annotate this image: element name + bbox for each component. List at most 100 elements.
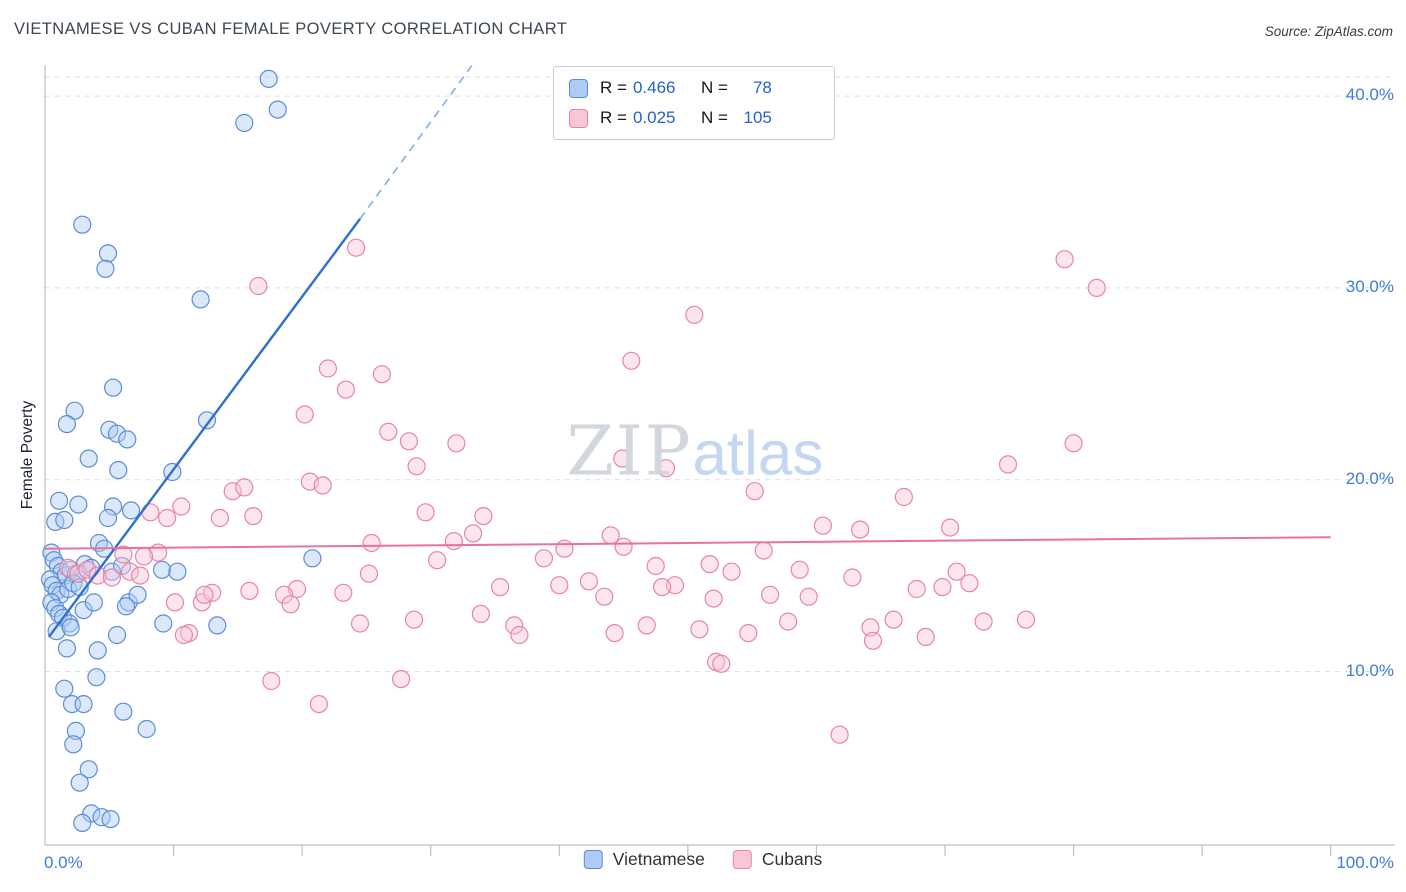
- data-point-vietnamese: [152, 560, 172, 579]
- data-point-cubans: [244, 506, 263, 526]
- data-point-cubans: [916, 627, 935, 647]
- data-point-cubans: [174, 625, 193, 645]
- data-point-vietnamese: [73, 215, 92, 234]
- data-point-cubans: [760, 585, 780, 604]
- data-point-cubans: [379, 422, 398, 441]
- data-point-vietnamese: [107, 625, 127, 645]
- data-point-cubans: [863, 631, 883, 650]
- data-point-cubans: [799, 587, 818, 606]
- data-point-vietnamese: [98, 244, 118, 263]
- data-point-vietnamese: [92, 808, 111, 827]
- x-axis-label-min: 0.0%: [44, 853, 83, 872]
- legend-item-cubans[interactable]: Cubans: [732, 849, 822, 870]
- legend-item-label: Vietnamese: [612, 849, 705, 869]
- data-point-cubans: [933, 577, 952, 597]
- data-point-cubans: [165, 593, 184, 612]
- cubans-swatch-icon: [569, 108, 588, 128]
- n-value: 105: [743, 108, 772, 127]
- data-point-vietnamese: [208, 616, 227, 635]
- data-point-cubans: [240, 581, 259, 601]
- data-point-vietnamese: [47, 622, 66, 641]
- data-point-vietnamese: [98, 508, 118, 528]
- data-point-cubans: [690, 620, 709, 639]
- data-point-cubans: [347, 238, 366, 257]
- data-point-cubans: [131, 566, 150, 585]
- data-point-vietnamese: [114, 702, 133, 721]
- correlation-legend-box: R = 0.466 N = 78 R = 0.025 N = 105: [553, 66, 835, 140]
- data-point-vietnamese: [268, 100, 287, 119]
- data-point-vietnamese: [69, 495, 88, 514]
- data-point-cubans: [120, 562, 139, 581]
- data-point-cubans: [907, 579, 926, 599]
- y-tick-label-10: 10.0%: [1345, 661, 1394, 680]
- data-point-cubans: [404, 610, 424, 629]
- data-point-cubans: [407, 457, 426, 476]
- data-point-cubans: [1016, 610, 1036, 629]
- data-point-vietnamese: [65, 401, 84, 420]
- data-point-vietnamese: [103, 497, 123, 516]
- data-point-cubans: [685, 305, 704, 324]
- data-point-cubans: [745, 482, 764, 501]
- data-point-vietnamese: [116, 597, 136, 616]
- trend-line-vietnamese: [47, 218, 361, 638]
- data-point-vietnamese: [154, 614, 173, 633]
- data-point-cubans: [813, 516, 833, 535]
- data-point-cubans: [416, 503, 435, 522]
- data-point-cubans: [399, 432, 418, 451]
- data-point-cubans: [69, 564, 88, 583]
- y-tick-label-30: 30.0%: [1345, 277, 1394, 296]
- data-point-vietnamese: [84, 593, 104, 612]
- source-link[interactable]: Source: ZipAtlas.com: [1264, 24, 1393, 39]
- data-point-cubans: [362, 533, 381, 553]
- y-tick-label-40: 40.0%: [1345, 85, 1394, 104]
- data-point-vietnamese: [79, 449, 98, 468]
- data-point-cubans: [295, 405, 314, 424]
- data-point-cubans: [262, 671, 281, 691]
- y-tick-label-20: 20.0%: [1345, 469, 1394, 488]
- data-point-cubans: [336, 380, 355, 399]
- data-point-cubans: [646, 556, 665, 576]
- data-point-vietnamese: [61, 618, 80, 637]
- data-point-cubans: [960, 574, 979, 593]
- data-point-vietnamese: [122, 501, 141, 520]
- data-point-cubans: [444, 531, 463, 551]
- data-point-cubans: [510, 625, 529, 645]
- data-point-cubans: [884, 610, 903, 629]
- data-point-cubans: [172, 497, 191, 516]
- data-point-vietnamese: [79, 760, 98, 779]
- legend-item-vietnamese[interactable]: Vietnamese: [583, 849, 705, 870]
- data-point-cubans: [579, 572, 599, 591]
- r-value: 0.025: [632, 108, 676, 127]
- n-value: 78: [752, 78, 772, 97]
- data-point-cubans: [712, 654, 731, 673]
- r-label: R =: [600, 108, 627, 127]
- data-point-cubans: [235, 478, 254, 497]
- data-point-cubans: [210, 508, 229, 528]
- legend-row-cubans: R = 0.025 N = 105: [569, 108, 819, 128]
- data-point-cubans: [637, 616, 656, 635]
- data-point-cubans: [700, 554, 719, 574]
- data-point-vietnamese: [73, 813, 92, 833]
- x-axis-label-max: 100.0%: [1336, 853, 1394, 872]
- data-point-cubans: [318, 359, 337, 378]
- n-label: N =: [700, 78, 728, 97]
- data-point-vietnamese: [303, 549, 322, 568]
- data-point-vietnamese: [74, 600, 93, 620]
- data-point-cubans: [850, 520, 870, 539]
- data-point-cubans: [614, 537, 633, 556]
- data-point-cubans: [313, 476, 332, 495]
- data-point-cubans: [739, 623, 758, 643]
- data-point-cubans: [998, 455, 1018, 474]
- data-point-cubans: [555, 539, 574, 558]
- data-point-cubans: [281, 595, 300, 614]
- data-point-cubans: [141, 503, 160, 522]
- data-point-cubans: [223, 482, 242, 501]
- trend-line-cubans: [44, 536, 1331, 550]
- page-title: VIETNAMESE VS CUBAN FEMALE POVERTY CORRE…: [14, 20, 568, 38]
- data-point-vietnamese: [57, 639, 77, 658]
- data-point-cubans: [392, 669, 411, 689]
- data-point-cubans: [249, 276, 268, 296]
- data-point-cubans: [605, 623, 624, 643]
